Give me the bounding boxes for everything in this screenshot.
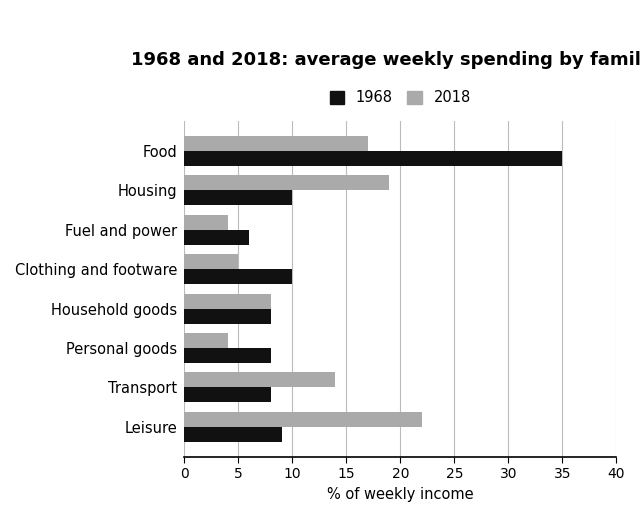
Bar [184, 175, 390, 190]
Bar [184, 427, 282, 442]
Title: 1968 and 2018: average weekly spending by families: 1968 and 2018: average weekly spending b… [131, 51, 640, 69]
Bar [184, 190, 292, 205]
Legend: 1968, 2018: 1968, 2018 [324, 84, 477, 111]
Bar [184, 372, 335, 387]
Bar [184, 269, 292, 284]
Bar [184, 136, 368, 151]
Bar [184, 254, 238, 269]
X-axis label: % of weekly income: % of weekly income [327, 487, 474, 502]
Bar [184, 230, 249, 245]
Bar [184, 215, 227, 230]
Bar [184, 348, 271, 363]
Bar [184, 309, 271, 324]
Bar [184, 294, 271, 309]
Bar [184, 412, 422, 427]
Bar [184, 333, 227, 348]
Bar [184, 387, 271, 402]
Bar [184, 151, 563, 166]
